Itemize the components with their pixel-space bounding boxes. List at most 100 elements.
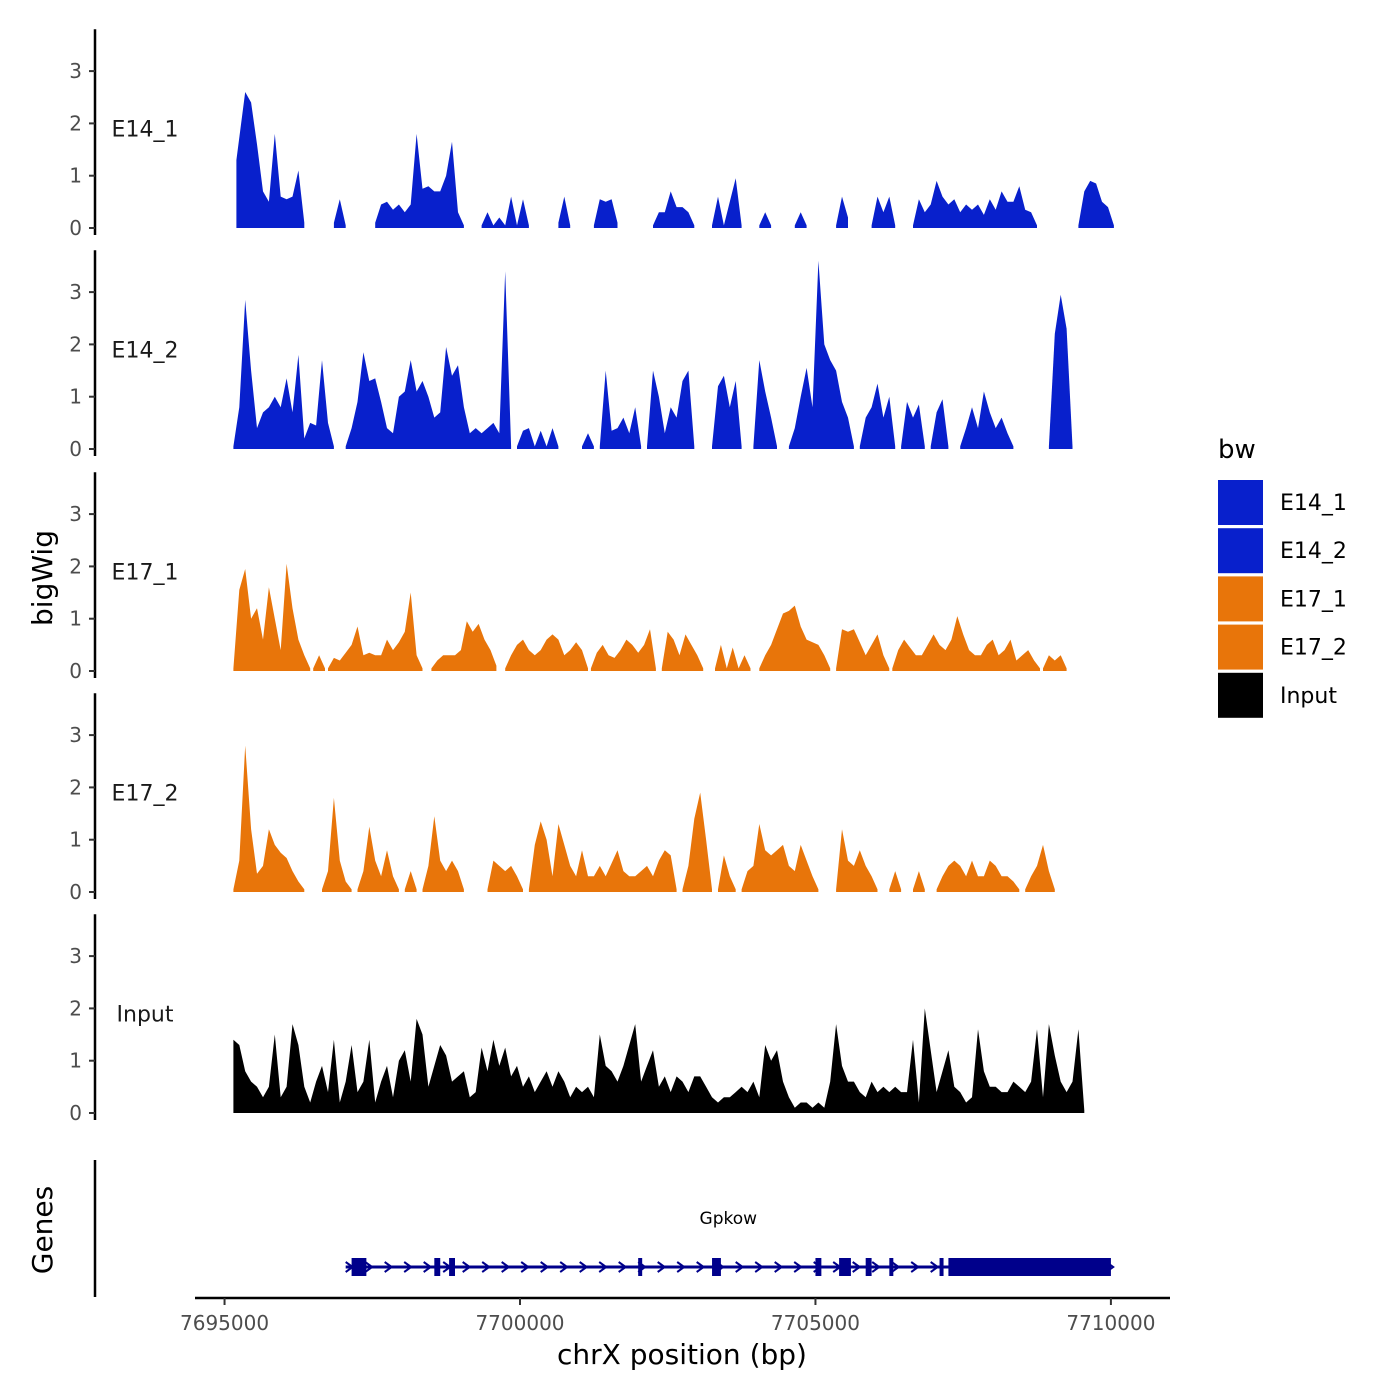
- signal-area-E14_1: [558, 196, 571, 228]
- signal-area-E17_1: [1043, 655, 1067, 671]
- strand-chevron: [910, 1261, 920, 1273]
- signal-area-E14_2: [647, 370, 695, 449]
- exon: [865, 1258, 872, 1276]
- y-tick-label: 1: [69, 164, 82, 188]
- strand-chevron: [579, 1261, 589, 1273]
- signal-area-E17_1: [431, 621, 497, 671]
- signal-area-E14_1: [333, 199, 346, 228]
- legend-label-E14_1: E14_1: [1280, 491, 1347, 516]
- exon: [351, 1258, 367, 1276]
- signal-area-E17_2: [1025, 844, 1055, 892]
- gene-name: Gpkow: [700, 1209, 758, 1229]
- genes-track: Gpkow: [93, 1160, 1115, 1297]
- y-tick-label: 3: [69, 502, 82, 526]
- signal-area-E17_2: [836, 829, 878, 892]
- signal-area-E14_2: [712, 375, 742, 449]
- genes-track-label: Genes: [26, 1186, 59, 1274]
- track-panel-Input: 0 1 2 3 Input: [69, 914, 1085, 1125]
- signal-area-E14_1: [712, 178, 742, 228]
- legend-swatch-Input: [1218, 672, 1263, 718]
- legend: bw E14_1 E14_2 E17_1 E17_2 Input: [1218, 435, 1347, 718]
- legend-swatch-E14_2: [1218, 528, 1263, 574]
- track-label: E17_1: [112, 560, 179, 585]
- exon: [712, 1258, 721, 1276]
- signal-area-E14_1: [236, 92, 305, 228]
- exon: [815, 1258, 822, 1276]
- signal-area-E14_1: [871, 196, 896, 228]
- signal-area-E17_2: [913, 871, 925, 892]
- y-tick-label: 2: [69, 332, 82, 356]
- strand-chevron: [735, 1261, 745, 1273]
- track-label: E14_1: [112, 117, 179, 142]
- signal-area-E14_1: [593, 199, 618, 228]
- strand-chevron: [852, 1261, 862, 1273]
- y-tick-label: 1: [69, 828, 82, 852]
- y-tick-label: 0: [69, 437, 82, 461]
- signal-area-E17_2: [422, 816, 464, 892]
- track-label: E17_2: [112, 781, 179, 806]
- legend-swatch-E17_1: [1218, 576, 1263, 622]
- exon: [839, 1258, 851, 1276]
- strand-chevron: [540, 1261, 550, 1273]
- signal-area-E14_2: [233, 299, 334, 449]
- track-panel-E17_1: 0 1 2 3 E17_1: [69, 472, 1067, 683]
- y-tick-label: 2: [69, 996, 82, 1020]
- y-tick-label: 0: [69, 880, 82, 904]
- strand-chevron: [559, 1261, 569, 1273]
- strand-chevron: [676, 1261, 686, 1273]
- x-tick-label: 7710000: [1066, 1311, 1155, 1335]
- signal-area-E14_2: [753, 360, 777, 449]
- exon: [889, 1258, 894, 1276]
- strand-chevron: [384, 1261, 394, 1273]
- signal-area-E14_2: [788, 260, 854, 449]
- signal-area-E17_2: [487, 860, 523, 892]
- track-label: Input: [117, 1002, 174, 1027]
- y-tick-label: 3: [69, 723, 82, 747]
- signal-area-E17_1: [590, 629, 656, 671]
- track-panel-E14_1: 0 1 2 3 E14_1: [69, 29, 1114, 240]
- exon: [939, 1258, 944, 1276]
- y-tick-label: 2: [69, 775, 82, 799]
- strand-chevron: [891, 1261, 901, 1273]
- signal-area-E17_1: [505, 634, 588, 671]
- y-tick-label: 0: [69, 216, 82, 240]
- signal-area-E14_1: [653, 191, 695, 228]
- signal-area-E17_2: [404, 871, 417, 892]
- signal-area-E17_1: [313, 655, 325, 671]
- strand-chevron: [696, 1261, 706, 1273]
- strand-chevron: [501, 1261, 511, 1273]
- x-axis: 7695000 7700000 7705000 7710000: [180, 1296, 1170, 1335]
- legend-label-Input: Input: [1280, 684, 1337, 709]
- signal-area-E14_2: [859, 383, 896, 449]
- signal-area-E14_2: [901, 401, 925, 449]
- signal-area-Input: [233, 1008, 1085, 1113]
- signal-area-E14_1: [794, 212, 807, 228]
- strand-chevron: [930, 1261, 940, 1273]
- signal-area-E14_2: [345, 271, 512, 449]
- strand-chevron: [423, 1261, 433, 1273]
- signal-area-E17_1: [836, 629, 890, 671]
- strand-chevron: [618, 1261, 628, 1273]
- track-panels: 0 1 2 3 E14_1 0 1 2 3 E14_2 0 1 2 3 E17_1 0 1 2 3 E17_2 0 1 2 3…: [69, 29, 1114, 1125]
- exon: [948, 1258, 1111, 1276]
- y-tick-label: 1: [69, 385, 82, 409]
- strand-chevron: [754, 1261, 764, 1273]
- y-tick-label: 0: [69, 659, 82, 683]
- y-tick-label: 0: [69, 1101, 82, 1125]
- signal-area-E17_1: [328, 592, 423, 671]
- strand-chevron: [364, 1261, 374, 1273]
- signal-area-E17_2: [889, 871, 902, 892]
- signal-area-E17_1: [715, 644, 751, 671]
- strand-chevron: [793, 1261, 803, 1273]
- x-tick-label: 7695000: [180, 1311, 269, 1335]
- signal-area-E14_2: [599, 370, 642, 449]
- y-tick-label: 2: [69, 111, 82, 135]
- signal-area-E14_2: [582, 433, 594, 449]
- y-tick-label: 3: [69, 280, 82, 304]
- strand-chevron: [598, 1261, 608, 1273]
- strand-chevron: [774, 1261, 784, 1273]
- signal-area-E17_2: [357, 826, 399, 892]
- exon: [434, 1258, 441, 1276]
- strand-chevron: [871, 1261, 881, 1273]
